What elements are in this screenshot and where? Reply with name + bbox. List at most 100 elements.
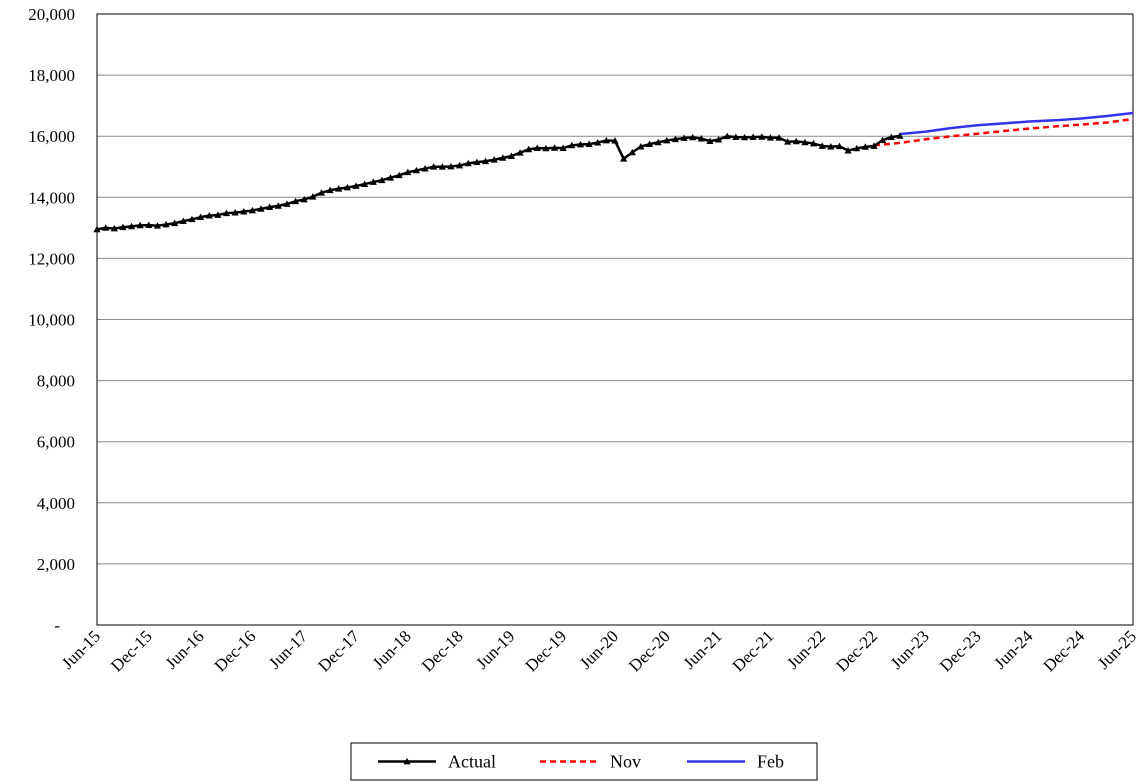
actual-point-marker — [386, 174, 395, 181]
actual-point-marker — [715, 135, 723, 143]
actual-point-marker — [179, 217, 187, 225]
actual-point-marker — [404, 168, 412, 176]
legend-item-feb: Feb — [687, 752, 784, 772]
actual-point-marker — [205, 212, 213, 219]
actual-point-marker — [438, 163, 446, 170]
actual-point-marker — [317, 189, 326, 196]
actual-point-marker — [136, 221, 144, 229]
x-tick: Dec-23 — [936, 627, 985, 676]
actual-point-marker — [231, 208, 239, 216]
x-tick-label: Jun-22 — [783, 627, 829, 673]
actual-point-marker — [412, 166, 421, 174]
actual-point-marker — [525, 145, 533, 153]
plot-area-frame — [96, 13, 1134, 626]
actual-point-marker — [447, 162, 455, 170]
actual-point-marker — [343, 183, 351, 191]
actual-point-marker — [171, 219, 179, 227]
x-tick: Jun-19 — [472, 627, 518, 673]
actual-point-marker — [861, 143, 869, 150]
x-axis-tick-labels: Jun-15 Dec-15 Jun-16 Dec-16 Jun-17 Dec-17 Jun-… — [58, 626, 1140, 675]
x-tick: Dec-22 — [832, 627, 881, 676]
actual-point-marker — [870, 142, 878, 149]
series-lines — [93, 111, 1134, 233]
actual-point-marker — [628, 148, 636, 156]
actual-point-marker — [749, 133, 757, 140]
actual-point-marker — [335, 185, 343, 192]
actual-point-marker — [637, 142, 645, 150]
x-tick: Dec-18 — [418, 627, 467, 676]
actual-point-marker — [309, 193, 317, 200]
x-tick: Dec-21 — [729, 627, 778, 676]
x-tick-label: Dec-19 — [521, 627, 570, 676]
actual-point-marker — [559, 144, 567, 151]
actual-point-marker — [378, 176, 386, 184]
actual-point-marker — [784, 138, 792, 145]
actual-point-marker — [421, 164, 429, 172]
actual-point-marker — [145, 221, 153, 228]
actual-point-marker — [680, 134, 688, 141]
x-tick-label: Dec-24 — [1039, 626, 1088, 675]
actual-point-marker — [758, 133, 766, 140]
x-tick-label: Dec-17 — [314, 626, 363, 675]
y-axis-tick-labels: - 2,000 4,000 6,000 8,000 10,000 12,000 14,000 1… — [28, 5, 75, 635]
x-tick: Dec-24 — [1039, 626, 1088, 675]
actual-point-marker — [542, 144, 550, 152]
actual-point-marker — [594, 139, 602, 146]
x-tick-label: Jun-23 — [887, 627, 933, 673]
legend-marker — [403, 757, 411, 765]
y-tick-label: 14,000 — [28, 188, 75, 207]
actual-point-marker — [697, 135, 705, 142]
actual-point-marker — [283, 200, 291, 207]
gridlines — [97, 74, 1133, 565]
actual-point-marker — [481, 157, 490, 165]
actual-point-marker — [507, 152, 515, 159]
actual-point-marker — [576, 140, 585, 148]
actual-point-marker — [110, 224, 118, 232]
actual-point-marker — [896, 132, 904, 139]
x-tick-label: Dec-15 — [107, 627, 156, 676]
x-tick-label: Jun-20 — [576, 627, 622, 673]
actual-point-marker — [766, 134, 774, 141]
x-tick: Jun-17 — [265, 626, 312, 673]
y-tick-label: 6,000 — [37, 433, 75, 452]
actual-point-marker — [490, 156, 498, 163]
x-tick: Dec-15 — [107, 627, 156, 676]
actual-point-marker — [671, 135, 680, 143]
actual-point-marker — [663, 136, 671, 144]
actual-point-marker — [706, 137, 714, 144]
x-tick-label: Jun-17 — [265, 626, 312, 673]
actual-point-marker — [818, 142, 826, 149]
actual-point-marker — [102, 224, 110, 231]
actual-point-marker — [266, 203, 274, 210]
x-tick: Jun-23 — [887, 627, 933, 673]
x-tick: Dec-19 — [521, 627, 570, 676]
x-tick-label: Jun-25 — [1094, 627, 1140, 673]
actual-point-marker — [723, 132, 731, 140]
actual-point-marker — [853, 144, 861, 152]
actual-point-marker — [827, 142, 835, 150]
actual-point-marker — [153, 222, 162, 229]
x-tick-label: Dec-20 — [625, 627, 674, 676]
actual-point-marker — [456, 161, 464, 169]
actual-point-marker — [792, 137, 800, 145]
series-line-nov — [873, 117, 1134, 147]
actual-point-marker — [550, 144, 559, 151]
actual-point-marker — [611, 137, 619, 144]
x-tick-label: Jun-18 — [369, 627, 415, 673]
y-tick-label: 20,000 — [28, 5, 75, 24]
x-tick: Dec-16 — [211, 627, 260, 676]
actual-point-marker — [732, 133, 740, 140]
actual-point-marker — [127, 222, 136, 230]
x-tick: Dec-17 — [314, 626, 363, 675]
actual-point-marker — [473, 158, 481, 166]
x-tick: Jun-16 — [162, 627, 208, 673]
x-tick-label: Jun-19 — [472, 627, 518, 673]
actual-point-marker — [585, 140, 593, 148]
actual-point-marker — [809, 139, 818, 147]
y-tick-label: 12,000 — [28, 249, 75, 268]
legend-label: Actual — [448, 752, 496, 772]
actual-point-marker — [369, 178, 377, 185]
actual-point-marker — [352, 182, 360, 189]
actual-point-marker — [240, 208, 248, 215]
